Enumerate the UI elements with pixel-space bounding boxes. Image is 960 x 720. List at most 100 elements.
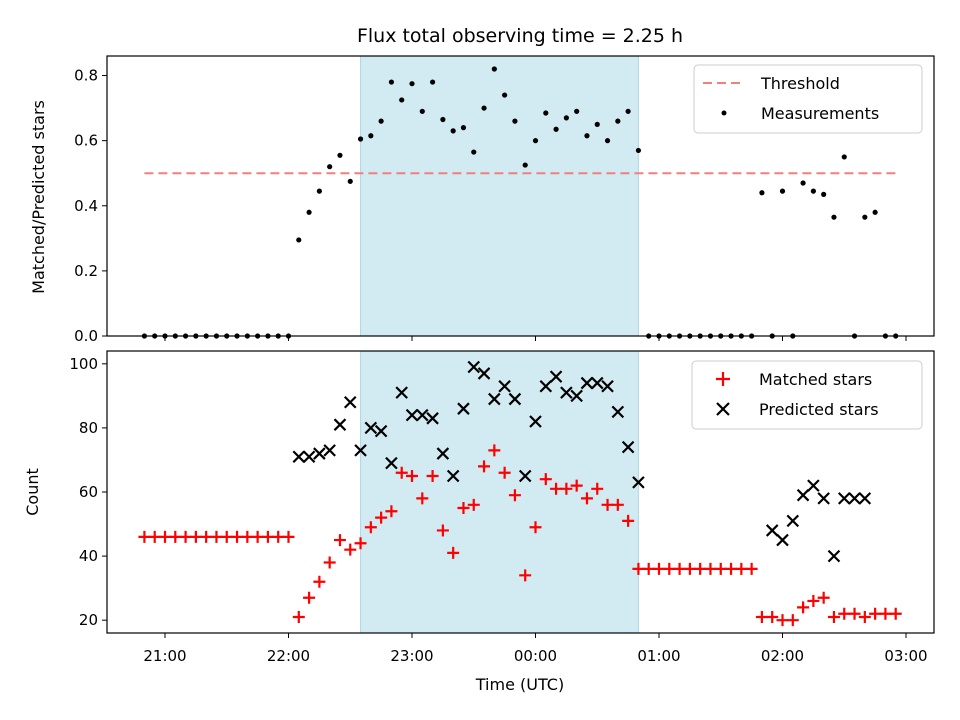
matched-point [241, 530, 254, 543]
legend-threshold-label: Threshold [760, 74, 840, 93]
top-y-axis-label: Matched/Predicted stars [29, 100, 48, 294]
matched-point [519, 569, 532, 582]
x-tick-label: 02:00 [761, 647, 804, 665]
predicted-point [518, 469, 532, 483]
measurement-point [399, 97, 405, 103]
y-tick-label: 40 [79, 547, 98, 565]
measurement-point [584, 133, 590, 139]
matched-point [807, 594, 820, 607]
matched-point [879, 607, 892, 620]
measurement-point [419, 108, 425, 114]
matched-point [673, 562, 686, 575]
matched-point [683, 562, 696, 575]
matched-point [385, 505, 398, 518]
measurement-point [471, 149, 477, 155]
matched-point [508, 489, 521, 502]
matched-point [436, 524, 449, 537]
predicted-point [477, 367, 491, 380]
matched-point [766, 610, 779, 623]
matched-point [426, 469, 439, 482]
bottom-y-ticks: 20 40 60 80 100 [69, 355, 107, 629]
predicted-point [580, 376, 594, 390]
measurement-point [841, 154, 847, 160]
measurement-point [831, 214, 837, 220]
predicted-point [827, 549, 841, 563]
matched-point [745, 562, 758, 575]
measurement-point [604, 138, 611, 144]
matched-point [529, 521, 542, 534]
predicted-point [488, 392, 501, 406]
measurement-point [574, 108, 580, 114]
top-panel: 0.00.20.40.60.8 Matched/Predicted stars … [29, 55, 935, 345]
predicted-point [323, 444, 336, 457]
predicted-point [765, 524, 779, 537]
predicted-point [508, 392, 522, 406]
measurement-point [625, 108, 631, 114]
predicted-point [796, 488, 810, 502]
measurement-point [862, 214, 868, 220]
predicted-point [621, 440, 635, 454]
predicted-point [601, 379, 614, 393]
predicted-point [529, 415, 542, 428]
matched-point [488, 444, 501, 457]
x-axis-label: Time (UTC) [475, 675, 564, 694]
x-tick-label: 03:00 [884, 647, 927, 665]
measurement-point [306, 209, 312, 215]
matched-point [478, 460, 491, 473]
predicted-point [786, 514, 800, 528]
matched-point [725, 562, 738, 575]
measurement-point [368, 133, 374, 139]
matched-point [272, 530, 285, 543]
predicted-point [292, 450, 306, 464]
matched-point [776, 614, 789, 627]
legend-predicted-swatch [716, 402, 730, 416]
predicted-point [858, 492, 872, 505]
bottom-x-ticks: 21:00 22:00 23:00 00:00 01:00 02:00 03:00 [143, 633, 928, 665]
predicted-point [549, 370, 563, 383]
measurement-point [429, 79, 436, 85]
matched-point [333, 534, 346, 547]
matched-point [550, 482, 563, 495]
measurement-point [502, 92, 508, 98]
predicted-point [498, 379, 511, 393]
top-observing-span [360, 55, 639, 337]
predicted-point [570, 389, 583, 403]
predicted-point [611, 405, 625, 419]
matched-point [467, 498, 480, 511]
top-y-ticks: 0.0 0.2 0.4 0.6 0.8 [74, 67, 107, 345]
matched-point [611, 498, 624, 511]
measurement-point [378, 118, 384, 124]
measurement-point [532, 138, 539, 144]
matched-point [138, 530, 151, 543]
matched-point [354, 537, 367, 550]
matched-point [838, 607, 851, 620]
top-x-ticks [164, 336, 907, 341]
measurement-point [440, 116, 446, 123]
matched-point [303, 591, 316, 604]
matched-point [261, 530, 274, 543]
matched-point [714, 562, 727, 575]
y-tick-label: 0.6 [74, 132, 98, 150]
legend-matched-label: Matched stars [759, 370, 872, 389]
measurement-point [759, 190, 765, 196]
predicted-point [590, 376, 604, 390]
y-tick-label: 20 [79, 611, 98, 629]
matched-point [642, 562, 655, 575]
matched-point [169, 530, 182, 543]
measurement-point [337, 152, 343, 158]
matched-point [755, 610, 768, 623]
legend-measurements-label: Measurements [761, 104, 879, 123]
matched-point [220, 530, 233, 543]
matched-point [858, 610, 871, 623]
predicted-point [632, 476, 645, 489]
measurement-point [635, 147, 642, 154]
bottom-matched-points [138, 444, 902, 627]
matched-point [323, 556, 336, 569]
measurement-point [388, 79, 395, 85]
matched-point [179, 530, 192, 543]
matched-point [827, 610, 840, 623]
predicted-point [426, 412, 439, 425]
matched-point [364, 521, 377, 534]
legend-measurements-swatch [721, 110, 727, 116]
